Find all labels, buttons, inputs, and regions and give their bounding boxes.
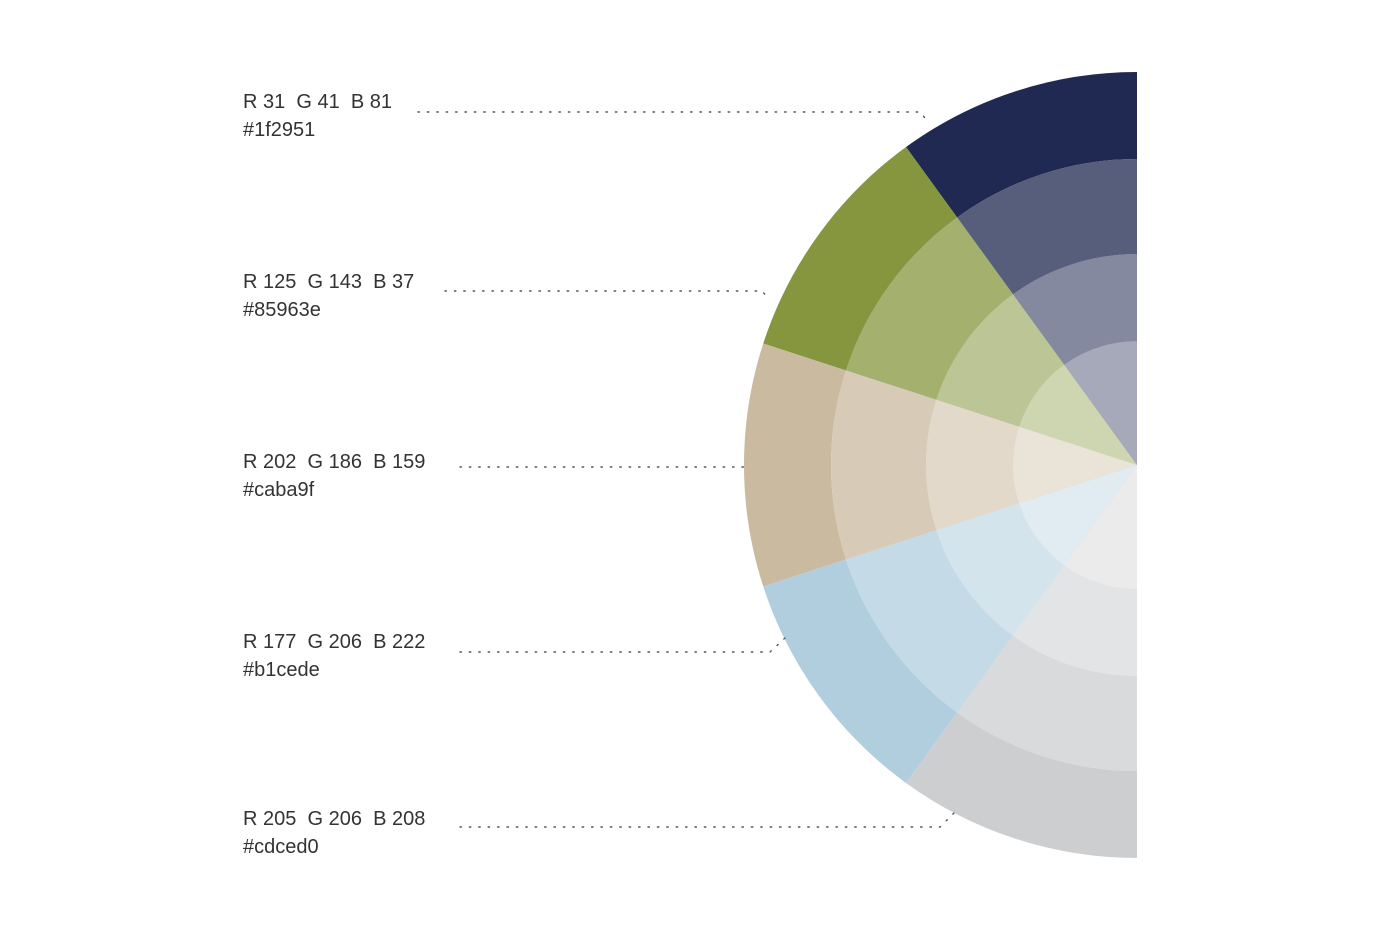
wheel-tint xyxy=(1064,465,1137,589)
wheel-segment xyxy=(831,370,937,560)
wheel-segment xyxy=(763,147,958,371)
wheel-tint xyxy=(1019,364,1137,465)
labels: R 31 G 41 B 81 #1f2951 R 125 G 143 B 37 #85… xyxy=(243,91,425,858)
hex-label: #caba9f xyxy=(243,479,315,501)
wheel-segment xyxy=(1012,254,1137,365)
wheel-segment xyxy=(926,399,1020,531)
wheel-segment xyxy=(763,559,958,783)
wheel-segment xyxy=(936,294,1065,427)
rgb-label: R 202 G 186 B 159 xyxy=(243,451,425,473)
wheel-tint xyxy=(1019,465,1137,566)
wheel-tint xyxy=(831,370,937,560)
wheel-segment xyxy=(845,217,1013,400)
leader-line xyxy=(459,637,786,653)
wheel-segment xyxy=(936,503,1065,636)
wheel-segment xyxy=(845,530,1013,713)
wheel-tint xyxy=(926,399,1020,531)
wheel-segment xyxy=(906,712,1137,858)
wheel-tint xyxy=(845,217,1013,400)
wheel-tint xyxy=(1013,426,1137,504)
hex-label: #cdced0 xyxy=(243,836,319,858)
color-wheel xyxy=(743,72,1137,858)
leaders xyxy=(417,111,956,828)
wheel-segment xyxy=(957,635,1137,771)
rgb-label: R 177 G 206 B 222 xyxy=(243,631,425,653)
rgb-label: R 205 G 206 B 208 xyxy=(243,808,425,830)
hex-label: #1f2951 xyxy=(243,119,315,141)
hex-label: #b1cede xyxy=(243,659,320,681)
leader-line xyxy=(417,111,926,119)
rgb-label: R 125 G 143 B 37 xyxy=(243,271,414,293)
wheel-segment xyxy=(957,159,1137,295)
leader-line xyxy=(459,811,956,828)
wheel-segment xyxy=(743,343,846,587)
wheel-tint xyxy=(1012,254,1137,365)
wheel-tint xyxy=(936,503,1065,636)
wheel-tint xyxy=(936,294,1065,427)
wheel-tint xyxy=(957,159,1137,295)
wheel-tint xyxy=(845,530,1013,713)
wheel-segment xyxy=(1012,565,1137,676)
leader-line xyxy=(444,290,769,299)
wheel-segment xyxy=(906,72,1137,218)
rgb-label: R 31 G 41 B 81 xyxy=(243,91,392,113)
wheel-tint xyxy=(957,635,1137,771)
wheel-tint xyxy=(1012,565,1137,676)
wheel-tint xyxy=(1064,341,1137,465)
hex-label: #85963e xyxy=(243,299,321,321)
